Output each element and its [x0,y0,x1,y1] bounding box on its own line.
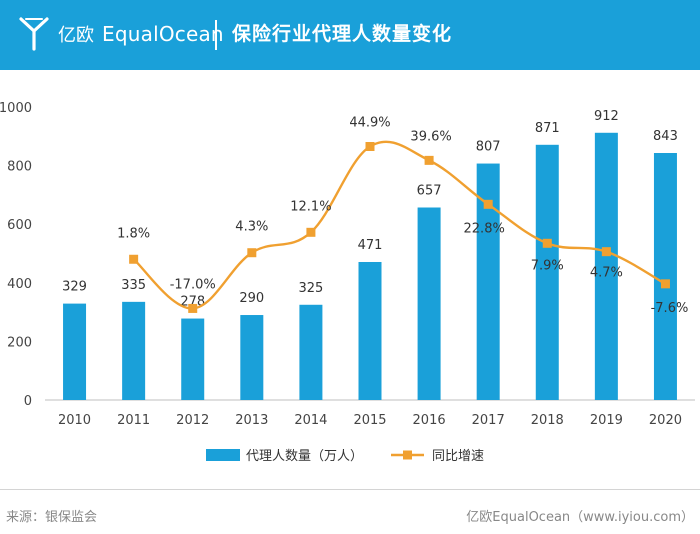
growth-rate-label: 12.1% [290,199,331,214]
legend-bar-swatch [206,449,240,461]
logo-text-cn: 亿欧 [58,25,94,46]
bar [535,144,559,400]
bar-value-label: 871 [535,121,560,136]
equalocean-logo-icon [19,17,49,51]
growth-rate-label: 4.3% [235,220,268,235]
growth-rate-label: 44.9% [349,116,390,131]
y-tick-label: 0 [24,394,32,409]
bar [181,318,205,400]
line-series [129,140,670,313]
bar-value-label: 843 [653,129,678,144]
growth-rate-line [132,140,667,310]
y-tick-label: 600 [7,218,32,233]
growth-rate-label: 1.8% [117,226,150,241]
y-axis: 0 200 400 600 800 1000 [0,101,32,409]
growth-rate-point [660,279,670,289]
growth-rate-point [424,155,434,165]
footer-divider [0,489,700,490]
x-tick-label: 2018 [531,413,564,428]
bar [358,261,382,400]
x-tick-label: 2016 [413,413,446,428]
bar [653,153,677,400]
growth-rate-label: 39.6% [410,129,451,144]
bar-value-label: 912 [594,109,619,124]
growth-rate-label: 4.7% [590,266,623,281]
bar-value-label: 290 [239,291,264,306]
x-axis: 2010 2011 2012 2013 2014 2015 2016 2017 2018 2019… [45,399,695,428]
y-tick-label: 200 [7,335,32,350]
growth-rate-point [601,247,611,257]
bar-series [63,132,677,400]
x-tick-label: 2012 [176,413,209,428]
x-tick-label: 2014 [294,413,327,428]
x-tick-label: 2015 [353,413,386,428]
x-tick-label: 2011 [117,413,150,428]
x-tick-label: 2020 [649,413,682,428]
header-banner: 亿欧 EqualOcean 保险行业代理人数量变化 [0,0,700,70]
bar-value-label: 335 [121,278,146,293]
legend-bar-label: 代理人数量（万人） [246,449,363,464]
bar [240,315,264,400]
bar-value-label: 807 [476,140,501,155]
growth-rate-label: -7.6% [651,301,689,316]
logo-text-en: EqualOcean [102,22,224,46]
bar-value-label: 657 [417,183,442,198]
growth-rate-point [542,238,552,248]
growth-rate-label: 22.8% [464,221,505,236]
growth-rate-point [483,199,493,209]
footer-brand: 亿欧EqualOcean（www.iyiou.com） [466,510,694,525]
source-note: 来源：银保监会 [6,510,98,525]
legend-line-marker [403,450,412,460]
bar-value-label: 471 [358,238,383,253]
legend-line-label: 同比增速 [432,449,484,464]
x-tick-label: 2017 [472,413,505,428]
line-labels: 1.8% -17.0% 4.3% 12.1% 44.9% 39.6% 22.8% 7.9% 4.… [117,116,688,316]
legend: 代理人数量（万人） 同比增速 [206,449,484,464]
header-divider [215,20,217,50]
growth-rate-point [365,142,375,152]
bar [122,301,146,400]
y-tick-label: 1000 [0,101,32,116]
bar-value-label: 329 [62,280,87,295]
growth-rate-point [129,254,139,264]
x-tick-label: 2010 [58,413,91,428]
growth-rate-point [188,303,198,313]
bar [299,304,323,400]
growth-rate-label: -17.0% [170,277,216,292]
bar [476,163,500,400]
x-tick-label: 2019 [590,413,623,428]
y-tick-label: 400 [7,277,32,292]
bar [594,132,618,400]
y-tick-label: 800 [7,160,32,175]
bar [417,207,441,400]
x-tick-label: 2013 [235,413,268,428]
page-title: 保险行业代理人数量变化 [232,23,453,45]
growth-rate-point [247,248,257,258]
growth-rate-point [306,227,316,237]
brand-logo: 亿欧 EqualOcean [18,14,224,54]
bar [63,303,87,400]
bar-value-label: 325 [298,281,323,296]
growth-rate-label: 7.9% [531,258,564,273]
